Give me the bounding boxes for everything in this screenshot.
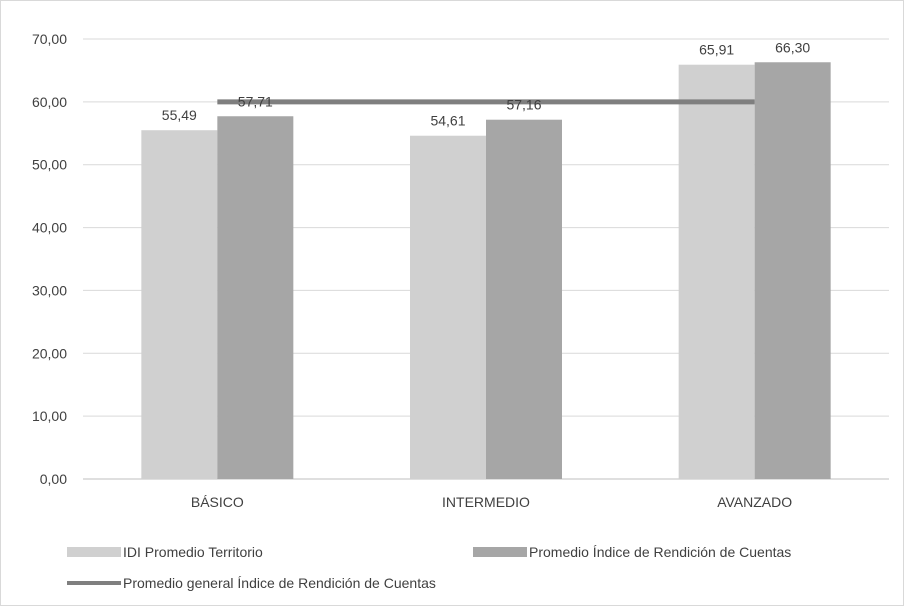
legend-label: Promedio Índice de Rendición de Cuentas <box>529 544 791 560</box>
data-label: 57,71 <box>238 93 273 109</box>
x-axis-categories: BÁSICO INTERMEDIO AVANZADO <box>191 494 792 510</box>
bar-promedio-indice-0 <box>217 116 294 479</box>
category-label: AVANZADO <box>717 494 792 510</box>
category-label: INTERMEDIO <box>442 494 530 510</box>
legend-swatch <box>67 547 121 557</box>
y-tick-label: 0,00 <box>40 471 67 487</box>
y-tick-label: 60,00 <box>32 94 67 110</box>
data-labels: 55,49 57,71 54,61 57,16 65,91 66,30 <box>162 39 811 128</box>
data-label: 66,30 <box>775 39 810 55</box>
y-tick-label: 30,00 <box>32 282 67 298</box>
legend-swatch <box>473 547 527 557</box>
y-tick-label: 10,00 <box>32 408 67 424</box>
y-tick-label: 50,00 <box>32 157 67 173</box>
bar-idi-promedio-0 <box>141 130 218 479</box>
y-axis-ticks: 0,00 10,00 20,00 30,00 40,00 50,00 60,00 70,00 <box>32 31 67 487</box>
y-tick-label: 20,00 <box>32 345 67 361</box>
bar-idi-promedio-2 <box>678 64 755 480</box>
legend-label: Promedio general Índice de Rendición de … <box>123 575 436 591</box>
legend: IDI Promedio Territorio Promedio Índice d… <box>67 544 791 591</box>
data-label: 57,16 <box>506 97 541 113</box>
data-label: 55,49 <box>162 107 197 123</box>
legend-label: IDI Promedio Territorio <box>123 544 263 560</box>
category-label: BÁSICO <box>191 494 244 510</box>
data-label: 54,61 <box>430 113 465 129</box>
y-tick-label: 70,00 <box>32 31 67 47</box>
bar-promedio-indice-1 <box>486 119 562 480</box>
bars <box>141 62 831 480</box>
bar-promedio-indice-2 <box>754 62 831 479</box>
y-tick-label: 40,00 <box>32 220 67 236</box>
bar-idi-promedio-1 <box>410 135 486 480</box>
data-label: 65,91 <box>699 42 734 58</box>
